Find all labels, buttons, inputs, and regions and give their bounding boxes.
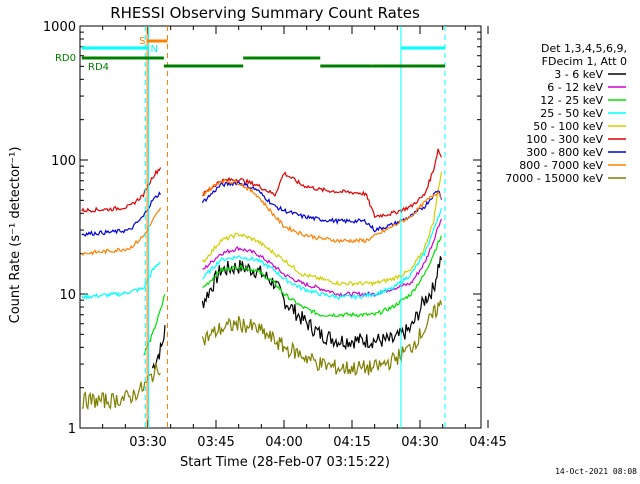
series-line-2 [202,235,443,318]
plot-frame [79,25,482,429]
plot-area: 1 10 100 1000 03:30 03:45 04:00 04:15 04:30 04:45… [43,20,507,450]
x-axis-label: Start Time (28-Feb-07 03:15:22) [180,455,390,470]
y-tick-label: 10 [59,288,76,303]
series-line-0 [151,325,166,370]
y-axis-label: Count Rate (s⁻¹ detector⁻¹) [8,147,23,324]
legend-entry-label: 3 - 6 keV [554,68,603,81]
x-tick-label: 04:30 [401,435,438,450]
series-line-8 [201,300,443,376]
x-tick-label: 04:15 [333,435,370,450]
plot-clip-group [81,26,446,428]
chart-title: RHESSI Observing Summary Count Rates [110,4,420,22]
series-line-3 [202,208,443,301]
legend-entry-label: 7000 - 15000 keV [505,172,603,185]
legend-entry-label: 12 - 25 keV [540,94,603,107]
event-marker-n: N [150,44,157,55]
y-tick-label: 1000 [43,20,76,35]
y-tick-label: 100 [51,154,76,169]
legend-header-line: FDecim 1, Att 0 [542,55,627,68]
legend-entry-label: 50 - 100 keV [533,120,603,133]
y-tick-label: 1 [68,422,76,437]
x-tick-label: 03:45 [197,435,234,450]
series-line-1 [202,218,443,298]
series-line-7 [202,178,442,244]
footer-timestamp: 14-Oct-2021 08:08 [555,467,637,476]
legend-entry-label: 25 - 50 keV [540,107,603,120]
series-line-5 [202,148,443,219]
event-marker-s: S [139,36,145,47]
legend-entry-label: 300 - 800 keV [526,146,603,159]
legend-entry-label: 6 - 12 keV [547,81,603,94]
legend: Det 1,3,4,5,6,9,FDecim 1, Att 03 - 6 keV… [505,42,627,185]
legend-entry-label: 800 - 7000 keV [519,159,603,172]
x-tick-label: 03:30 [129,435,166,450]
series-line-0 [201,256,443,351]
legend-entry-label: 100 - 300 keV [526,133,603,146]
x-tick-label: 04:45 [469,435,506,450]
x-tick-label: 04:00 [265,435,302,450]
legend-header-line: Det 1,3,4,5,6,9, [541,42,627,55]
rd0-label: RD0 [55,53,76,64]
series-line-4 [201,171,443,287]
rd4-label: RD4 [88,62,109,73]
